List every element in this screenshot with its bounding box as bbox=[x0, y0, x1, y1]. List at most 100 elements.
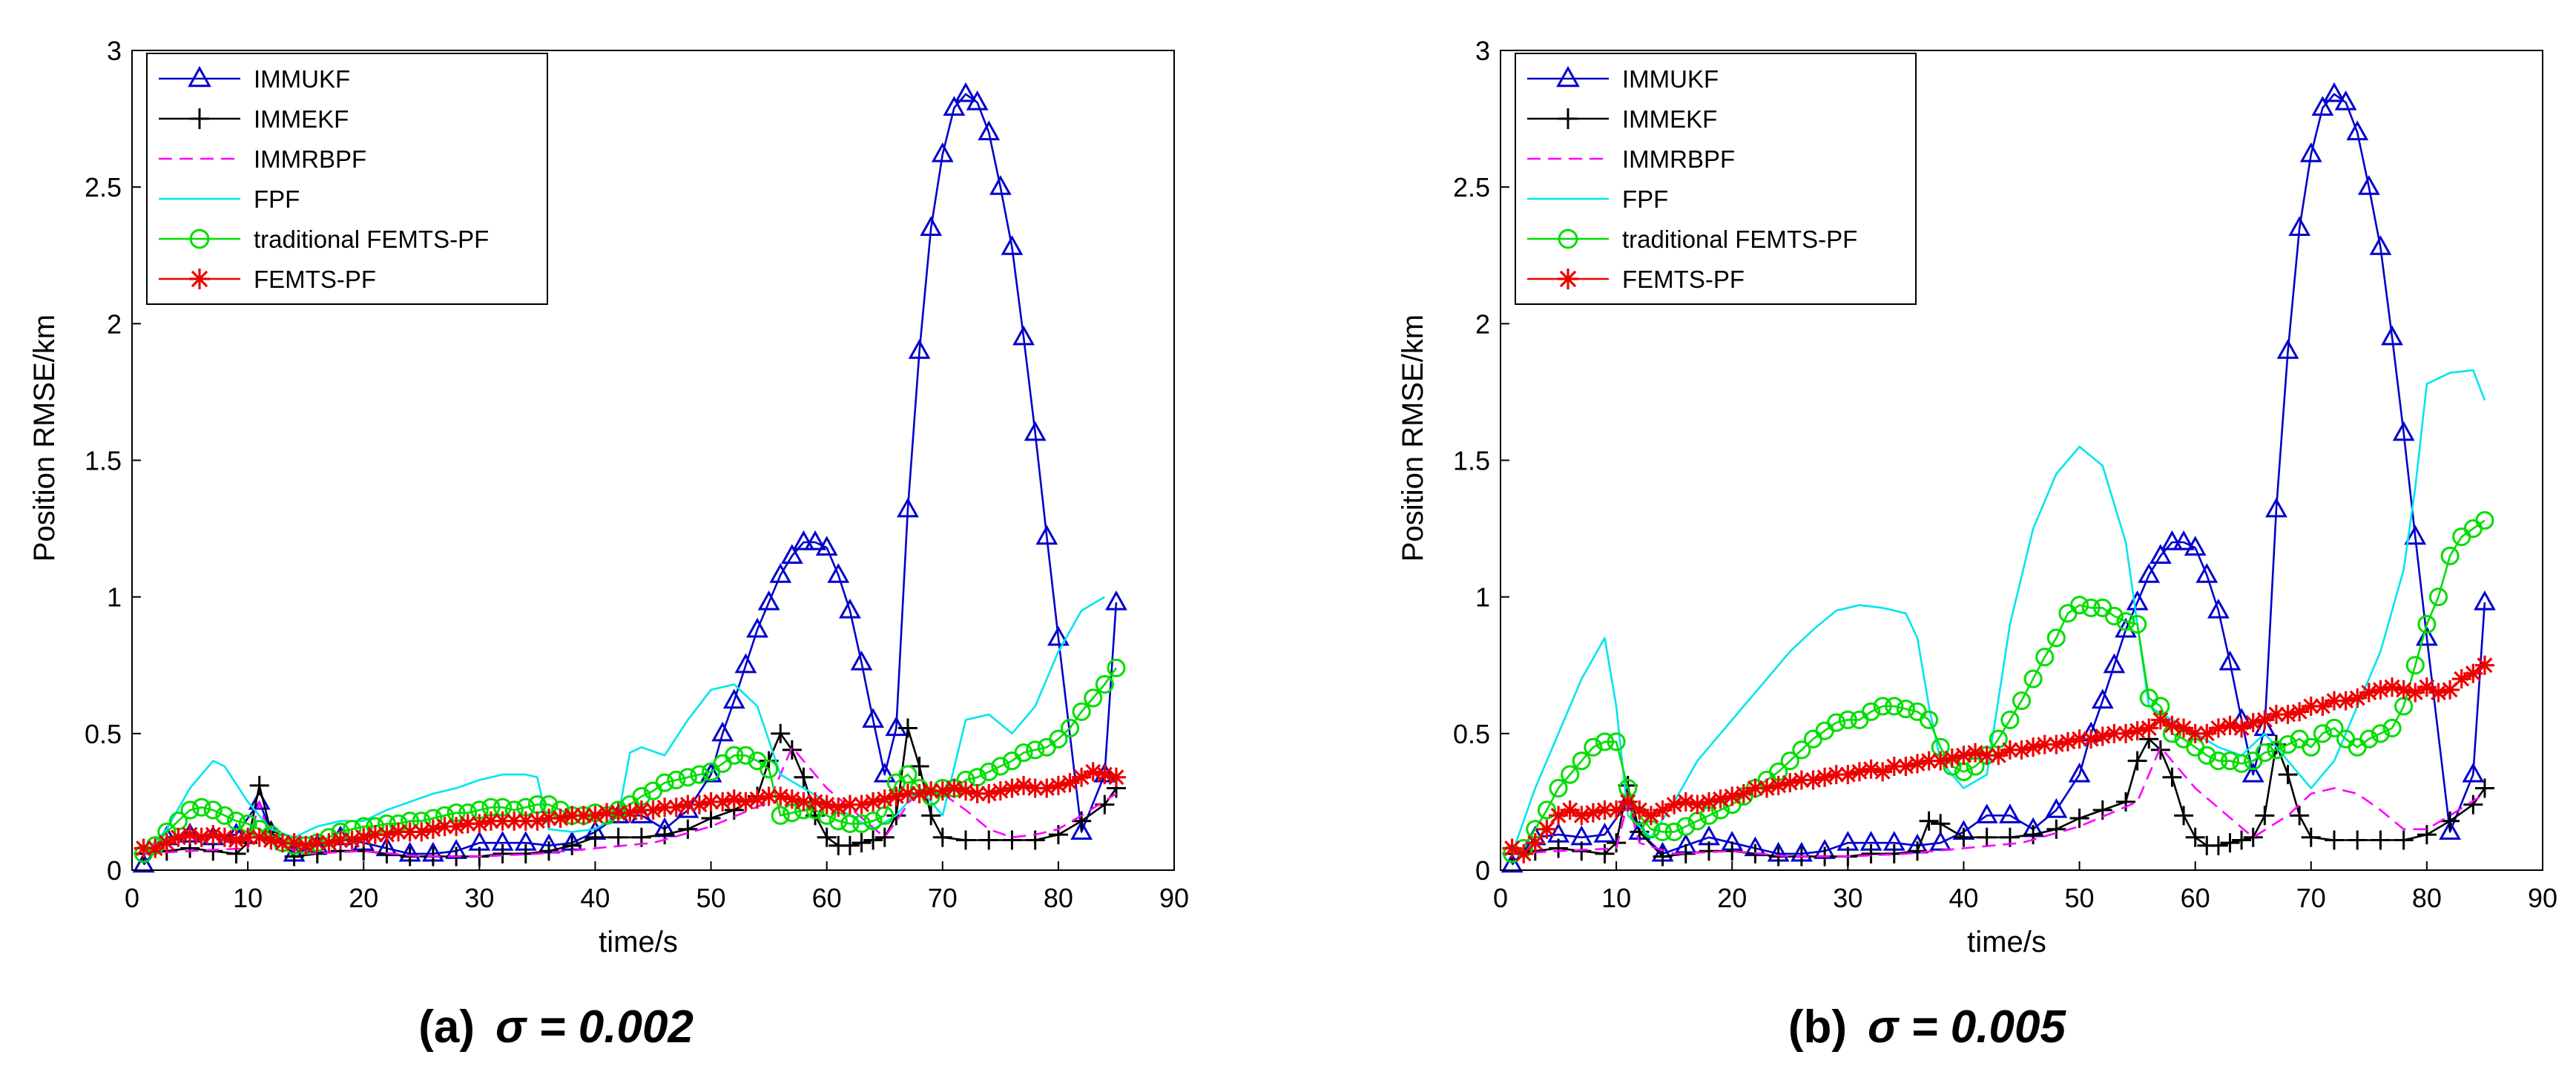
triangle-marker bbox=[2392, 421, 2415, 441]
circle-marker bbox=[851, 814, 872, 833]
plus-marker bbox=[2127, 751, 2147, 771]
asterisk-marker bbox=[1676, 792, 1696, 812]
asterisk-marker bbox=[794, 792, 814, 812]
asterisk-marker bbox=[979, 783, 999, 803]
circle-marker bbox=[678, 768, 697, 787]
circle-marker bbox=[2000, 710, 2020, 729]
asterisk-marker bbox=[1558, 269, 1578, 289]
series-traditional-femts-pf bbox=[1503, 510, 2494, 863]
plus-marker bbox=[1931, 814, 1951, 834]
asterisk-marker bbox=[678, 794, 698, 815]
asterisk-marker bbox=[2035, 734, 2055, 754]
asterisk-marker bbox=[631, 800, 651, 820]
plus-marker bbox=[921, 806, 941, 826]
circle-marker bbox=[2046, 628, 2066, 648]
asterisk-marker bbox=[1780, 773, 1800, 793]
legend-item: IMMEKF bbox=[159, 105, 349, 133]
plus-marker bbox=[2325, 830, 2344, 850]
asterisk-marker bbox=[342, 830, 362, 850]
circle-marker bbox=[2220, 751, 2240, 771]
asterisk-marker bbox=[655, 797, 675, 817]
asterisk-marker bbox=[527, 811, 547, 831]
legend-item: FPF bbox=[159, 185, 300, 213]
x-tick-label: 40 bbox=[580, 883, 610, 913]
circle-marker bbox=[2371, 724, 2390, 743]
triangle-marker bbox=[2346, 120, 2369, 141]
circle-marker bbox=[2128, 614, 2147, 634]
circle-marker bbox=[1107, 658, 1126, 677]
triangle-marker bbox=[2103, 653, 2126, 674]
triangle-marker bbox=[2439, 820, 2462, 840]
circle-marker bbox=[2302, 737, 2321, 757]
circle-marker bbox=[2070, 596, 2089, 615]
asterisk-marker bbox=[2371, 680, 2391, 700]
x-tick-label: 80 bbox=[1044, 883, 1073, 913]
legend-item: traditional FEMTS-PF bbox=[159, 226, 489, 253]
triangle-marker bbox=[2404, 524, 2427, 545]
circle-marker bbox=[2035, 648, 2055, 667]
asterisk-marker bbox=[2451, 669, 2471, 689]
series-line bbox=[142, 667, 1117, 855]
plus-marker bbox=[655, 825, 675, 845]
plus-marker bbox=[2174, 806, 2194, 826]
asterisk-marker bbox=[493, 811, 513, 831]
plus-marker bbox=[851, 833, 872, 853]
triangle-marker bbox=[2415, 625, 2438, 646]
triangle-marker bbox=[769, 563, 792, 583]
asterisk-marker bbox=[365, 825, 385, 845]
y-tick-label: 0 bbox=[1475, 855, 1490, 886]
plus-marker bbox=[2243, 827, 2263, 847]
asterisk-marker bbox=[573, 806, 593, 826]
asterisk-marker bbox=[238, 827, 258, 847]
triangle-marker bbox=[2334, 90, 2357, 111]
legend: IMMUKF IMMEKF IMMRBPF FPF traditional FEMTS-… bbox=[146, 53, 548, 305]
circle-marker bbox=[2012, 691, 2032, 711]
asterisk-marker bbox=[620, 803, 640, 823]
legend-label: FPF bbox=[254, 185, 300, 213]
asterisk-marker bbox=[2208, 718, 2228, 738]
asterisk-marker bbox=[2162, 715, 2182, 735]
triangle-marker bbox=[1024, 421, 1047, 441]
x-tick-label: 40 bbox=[1949, 883, 1978, 913]
legend-item: FEMTS-PF bbox=[1527, 266, 1745, 293]
asterisk-marker bbox=[643, 800, 663, 820]
series-line bbox=[1512, 746, 2486, 858]
plus-marker bbox=[979, 830, 999, 850]
circle-marker bbox=[1885, 697, 1904, 716]
asterisk-marker bbox=[400, 822, 420, 842]
asterisk-marker bbox=[1664, 794, 1684, 815]
circle-marker bbox=[1595, 732, 1615, 751]
legend-item: IMMUKF bbox=[159, 65, 350, 93]
asterisk-marker bbox=[2394, 680, 2414, 700]
plus-marker bbox=[2116, 792, 2135, 812]
circle-marker bbox=[1676, 817, 1696, 836]
plus-marker bbox=[817, 827, 837, 847]
asterisk-marker bbox=[2301, 697, 2321, 716]
asterisk-marker bbox=[2440, 680, 2460, 700]
triangle-marker bbox=[1035, 524, 1058, 545]
circle-marker bbox=[1095, 674, 1114, 694]
asterisk-marker bbox=[2266, 705, 2286, 725]
circle-marker bbox=[2325, 718, 2344, 738]
asterisk-marker bbox=[2359, 682, 2379, 703]
plus-marker bbox=[1595, 843, 1615, 863]
asterisk-marker bbox=[897, 783, 918, 803]
circle-marker bbox=[2197, 746, 2216, 765]
asterisk-marker bbox=[2197, 723, 2217, 743]
asterisk-marker bbox=[2220, 715, 2240, 735]
plus-marker bbox=[2208, 835, 2228, 855]
triangle-marker bbox=[862, 708, 885, 728]
caption-tag: (b) bbox=[1788, 1001, 1847, 1053]
plus-marker bbox=[1549, 838, 1569, 858]
circle-marker bbox=[667, 770, 686, 789]
asterisk-marker bbox=[1653, 800, 1673, 820]
asterisk-marker bbox=[806, 792, 826, 812]
x-tick-label: 90 bbox=[1159, 883, 1189, 913]
circle-marker bbox=[1049, 729, 1068, 748]
asterisk-marker bbox=[2428, 682, 2448, 703]
asterisk-marker bbox=[389, 822, 409, 842]
triangle-marker bbox=[2149, 544, 2172, 565]
series-line bbox=[143, 746, 1117, 858]
asterisk-marker bbox=[458, 814, 478, 834]
triangle-marker bbox=[815, 536, 838, 556]
